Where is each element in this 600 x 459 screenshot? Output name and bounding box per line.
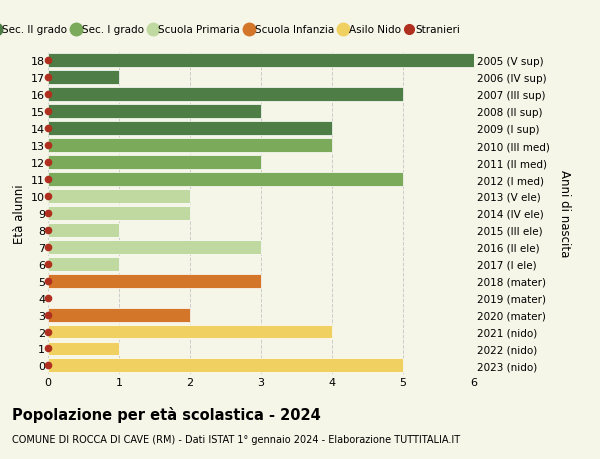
Bar xyxy=(48,207,190,220)
Y-axis label: Età alunni: Età alunni xyxy=(13,184,26,243)
Y-axis label: Anni di nascita: Anni di nascita xyxy=(558,170,571,257)
Bar xyxy=(48,308,190,322)
Bar xyxy=(48,257,119,271)
Text: COMUNE DI ROCCA DI CAVE (RM) - Dati ISTAT 1° gennaio 2024 - Elaborazione TUTTITA: COMUNE DI ROCCA DI CAVE (RM) - Dati ISTA… xyxy=(12,434,460,444)
Bar xyxy=(48,342,119,356)
Legend: Sec. II grado, Sec. I grado, Scuola Primaria, Scuola Infanzia, Asilo Nido, Stran: Sec. II grado, Sec. I grado, Scuola Prim… xyxy=(0,21,464,39)
Bar xyxy=(48,274,261,288)
Bar xyxy=(48,224,119,237)
Bar xyxy=(48,105,261,119)
Bar xyxy=(48,358,403,373)
Bar xyxy=(48,173,403,186)
Bar xyxy=(48,54,474,68)
Bar xyxy=(48,325,332,339)
Bar xyxy=(48,122,332,136)
Text: Popolazione per età scolastica - 2024: Popolazione per età scolastica - 2024 xyxy=(12,406,321,422)
Bar xyxy=(48,88,403,102)
Bar xyxy=(48,241,261,254)
Bar xyxy=(48,190,190,203)
Bar xyxy=(48,156,261,170)
Bar xyxy=(48,71,119,85)
Bar xyxy=(48,139,332,153)
